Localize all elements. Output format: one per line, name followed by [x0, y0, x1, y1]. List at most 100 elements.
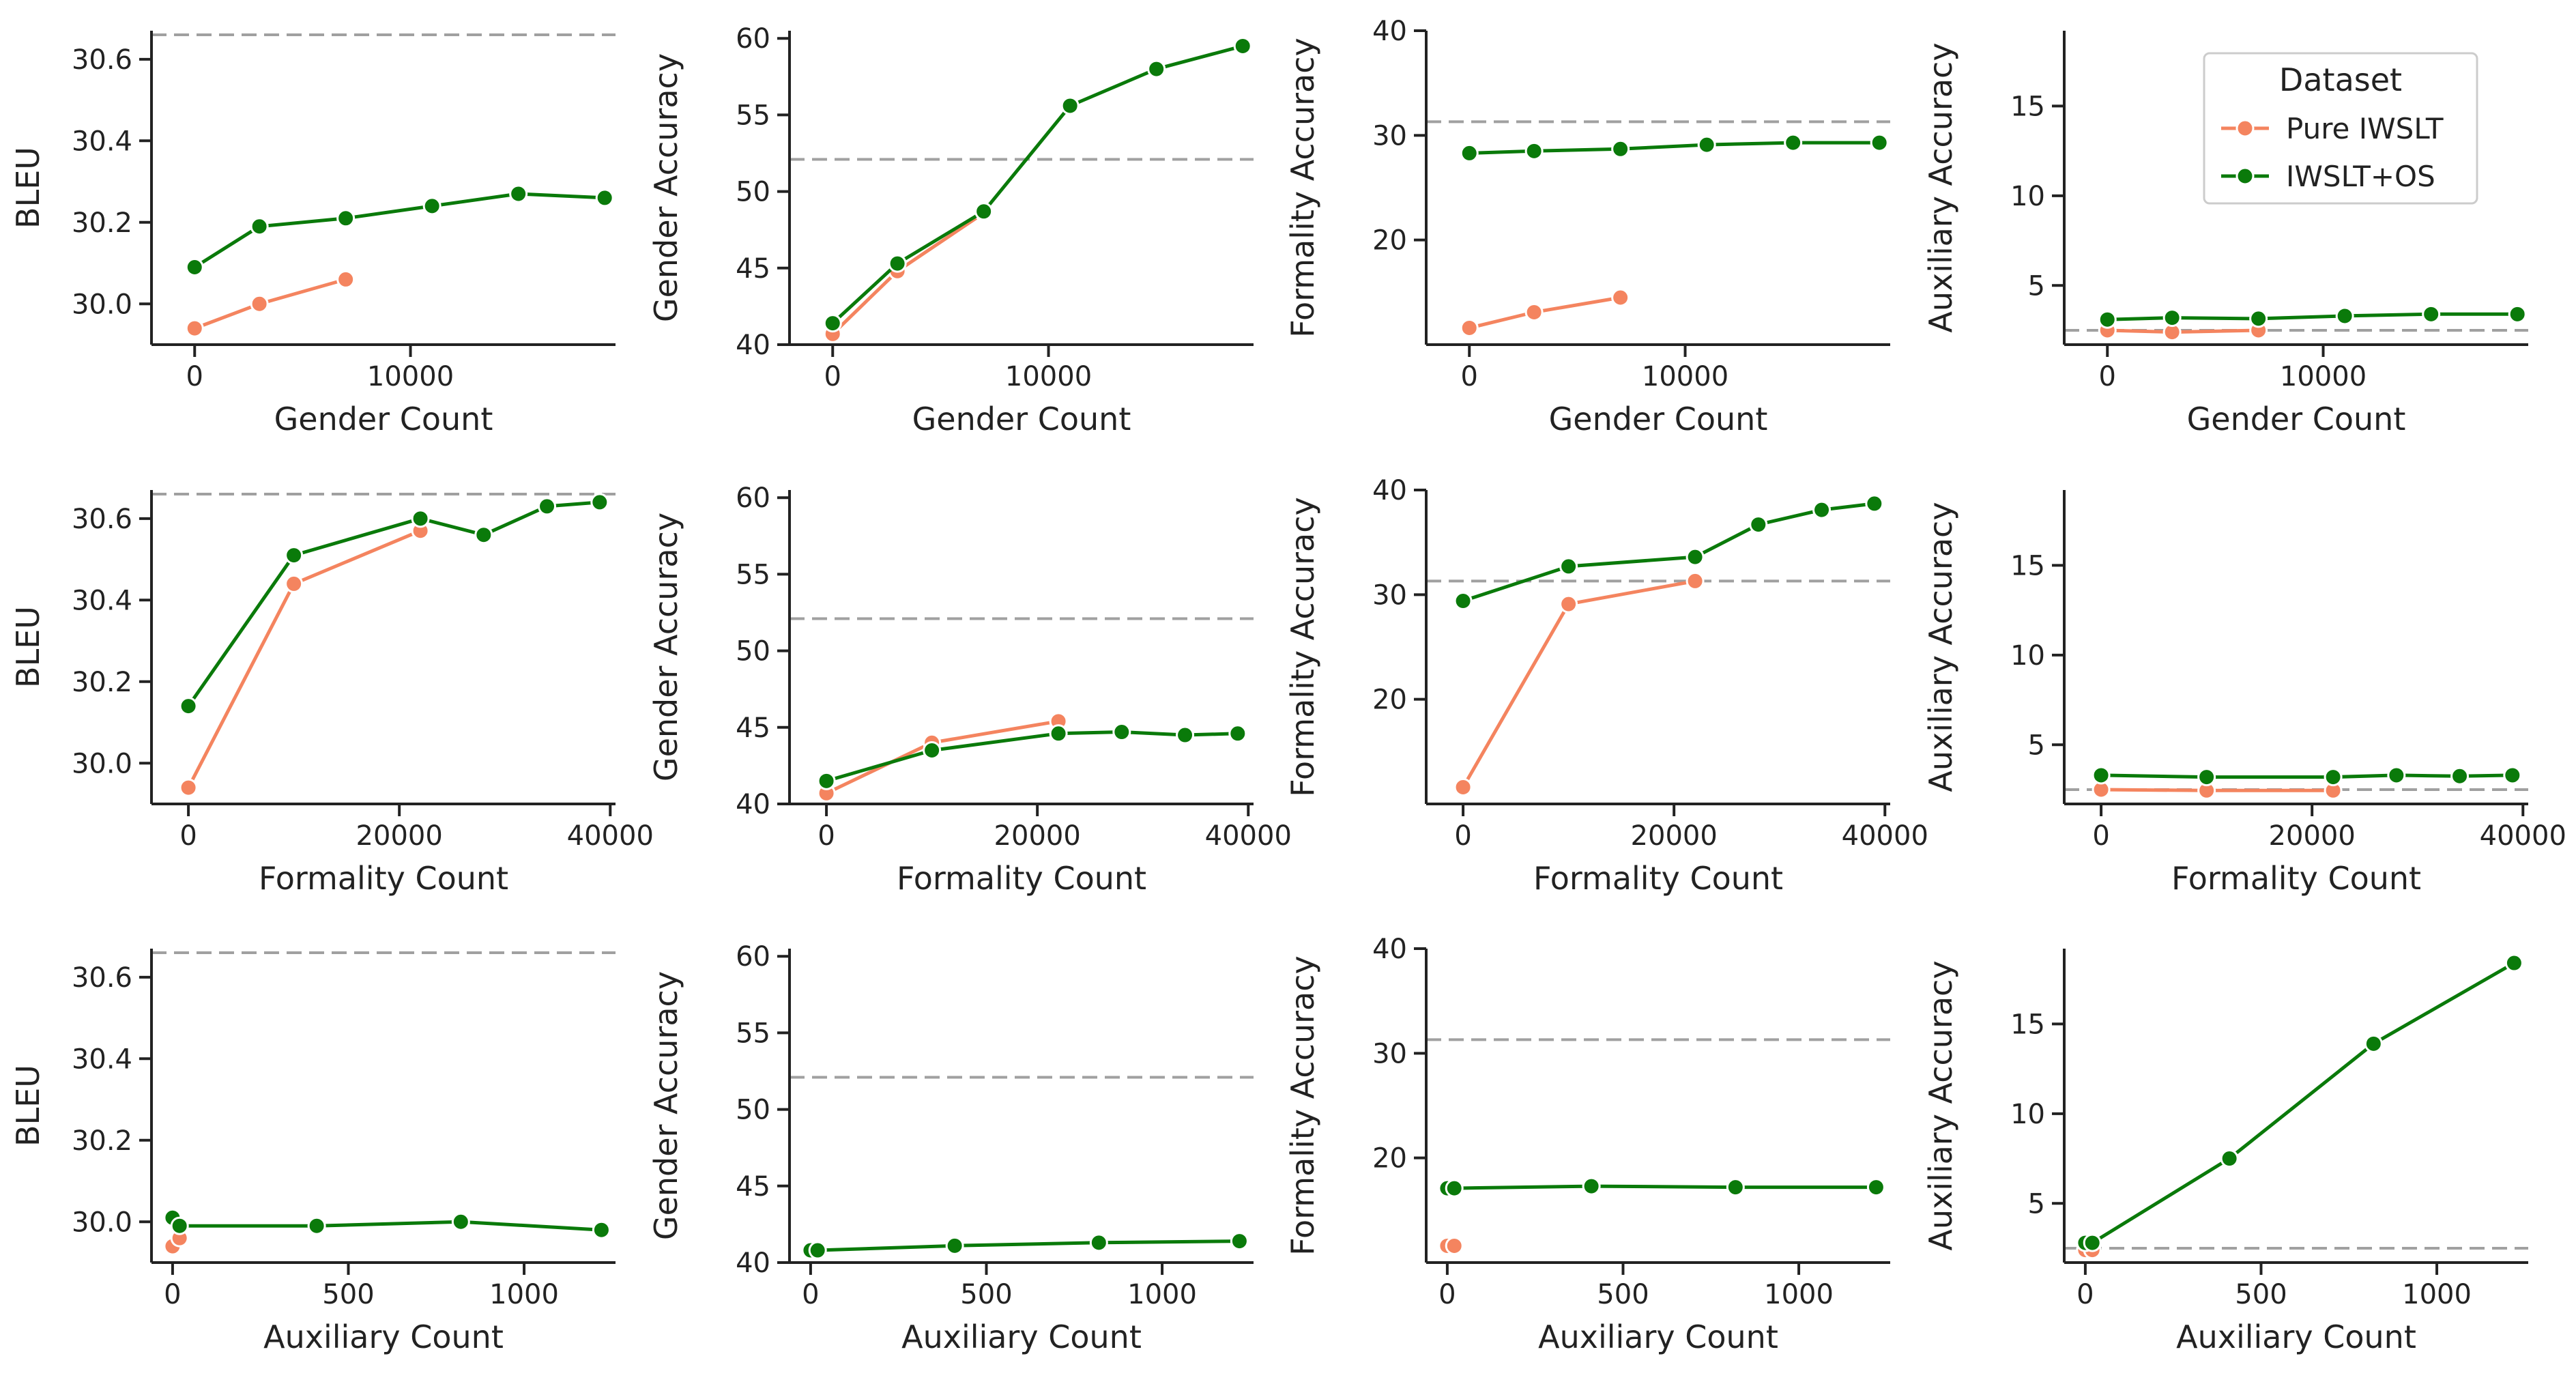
- panel-r0-c2: 0 10000 20 30 40 Gender Count Formality Accura…: [1284, 16, 1890, 437]
- y-tick-label: 30.4: [72, 585, 132, 616]
- y-tick-label: 20: [1372, 225, 1407, 257]
- data-point-iwslt-os: [2197, 768, 2216, 787]
- data-point-iwslt-os: [1749, 515, 1768, 534]
- data-point-iwslt-os: [1176, 725, 1195, 745]
- data-point-iwslt-os: [1445, 1179, 1464, 1198]
- y-axis-label: Auxiliary Accuracy: [1922, 502, 1959, 792]
- x-tick-label: 20000: [994, 820, 1081, 852]
- series-line-iwslt-os: [831, 44, 1243, 325]
- y-tick-label: 40: [736, 789, 770, 820]
- data-point-iwslt-os: [2364, 1034, 2383, 1053]
- y-tick-label: 10: [2010, 640, 2045, 672]
- x-tick-label: 500: [2235, 1279, 2287, 1310]
- series-line-iwslt-os: [193, 192, 605, 269]
- data-point-pure-iwslt: [185, 319, 204, 338]
- y-axis-label: Formality Accuracy: [1284, 955, 1321, 1256]
- data-point-iwslt-os: [2162, 308, 2182, 328]
- data-point-iwslt-os: [974, 202, 994, 221]
- x-tick-label: 10000: [367, 361, 454, 392]
- y-tick-label: 30.2: [72, 667, 132, 698]
- x-tick-label: 40000: [1205, 820, 1292, 852]
- x-axis-label: Auxiliary Count: [1538, 1319, 1778, 1355]
- y-tick-label: 45: [736, 1171, 770, 1203]
- y-tick-label: 10: [2010, 181, 2045, 212]
- y-axis-label: Gender Accuracy: [648, 53, 684, 322]
- x-axis-label: Auxiliary Count: [901, 1319, 1142, 1355]
- data-point-iwslt-os: [595, 188, 614, 207]
- x-tick-label: 0: [179, 820, 197, 852]
- data-point-iwslt-os: [1230, 1232, 1249, 1251]
- y-tick-label: 15: [2010, 91, 2045, 122]
- x-axis-label: Auxiliary Count: [2176, 1319, 2416, 1355]
- series-line-iwslt-os: [1469, 141, 1880, 155]
- y-tick-label: 30.6: [72, 962, 132, 994]
- x-axis-label: Gender Count: [274, 401, 493, 437]
- y-tick-label: 30.4: [72, 1043, 132, 1075]
- y-tick-label: 15: [2010, 1009, 2045, 1040]
- data-point-pure-iwslt: [179, 778, 198, 797]
- data-point-iwslt-os: [808, 1241, 827, 1260]
- y-tick-label: 30: [1372, 120, 1407, 152]
- legend: Dataset Pure IWSLT IWSLT+OS: [2203, 52, 2478, 205]
- data-point-iwslt-os: [1865, 494, 1884, 513]
- legend-swatch-marker: [2235, 119, 2255, 138]
- x-axis-label: Formality Count: [2171, 860, 2421, 897]
- x-tick-label: 500: [1597, 1279, 1649, 1310]
- y-tick-label: 45: [736, 253, 770, 285]
- x-tick-label: 0: [186, 361, 203, 392]
- panel-r2-c3: 0 500 1000 5 10 15 Auxiliary Count Auxiliary Ac…: [1922, 949, 2528, 1355]
- panel-r1-c1: 0 20000 40000 40 45 50 55 60 Formality Count Gend…: [648, 483, 1292, 897]
- data-point-iwslt-os: [1060, 96, 1080, 115]
- legend-entry-label: Pure IWSLT: [2286, 112, 2444, 145]
- data-point-iwslt-os: [2387, 766, 2406, 785]
- legend-box: [2203, 52, 2478, 205]
- y-tick-label: 50: [736, 636, 770, 667]
- data-point-iwslt-os: [422, 197, 442, 216]
- data-point-iwslt-os: [1784, 133, 1803, 152]
- x-axis-label: Formality Count: [1533, 860, 1783, 897]
- x-axis-label: Gender Count: [912, 401, 1131, 437]
- x-tick-label: 0: [802, 1279, 819, 1310]
- x-tick-label: 20000: [1631, 820, 1718, 852]
- x-tick-label: 500: [960, 1279, 1012, 1310]
- data-point-iwslt-os: [185, 257, 204, 276]
- data-point-pure-iwslt: [1453, 777, 1473, 796]
- panel-r0-c0: 0 10000 30.0 30.2 30.4 30.6 Gender Count BLEU: [10, 31, 616, 437]
- data-point-pure-iwslt: [336, 270, 356, 289]
- data-point-iwslt-os: [1089, 1233, 1108, 1252]
- y-tick-label: 40: [1372, 16, 1407, 47]
- x-tick-label: 10000: [2280, 361, 2367, 392]
- x-axis-label: Formality Count: [897, 860, 1146, 897]
- panel-r0-c1: 0 10000 40 45 50 55 60 Gender Count Gender Accur…: [648, 23, 1254, 437]
- x-tick-label: 500: [322, 1279, 374, 1310]
- data-point-iwslt-os: [2504, 953, 2523, 973]
- panel-r1-c3: 0 20000 40000 5 10 15 Formality Count Auxiliary…: [1922, 490, 2566, 897]
- series-line-iwslt-os: [1447, 1184, 1877, 1190]
- data-point-iwslt-os: [451, 1212, 470, 1231]
- data-point-iwslt-os: [2503, 766, 2522, 785]
- y-tick-label: 50: [736, 177, 770, 208]
- y-tick-label: 5: [2028, 730, 2045, 761]
- data-point-pure-iwslt: [1524, 302, 1544, 321]
- x-tick-label: 20000: [2269, 820, 2356, 852]
- panel-r0-c3: 0 10000 5 10 15 Gender Count Auxiliary Accurac…: [1922, 31, 2528, 437]
- x-tick-label: 0: [2092, 820, 2109, 852]
- y-tick-label: 20: [1372, 1143, 1407, 1175]
- x-tick-label: 0: [1461, 361, 1478, 392]
- legend-entry-label: IWSLT+OS: [2286, 160, 2435, 193]
- y-tick-label: 5: [2028, 270, 2045, 302]
- data-point-iwslt-os: [1112, 723, 1131, 742]
- data-point-iwslt-os: [1524, 141, 1544, 160]
- y-tick-label: 45: [736, 712, 770, 744]
- y-tick-label: 30.0: [72, 748, 132, 779]
- x-tick-label: 0: [1438, 1279, 1456, 1310]
- data-point-pure-iwslt: [1445, 1236, 1464, 1255]
- x-axis-label: Gender Count: [1549, 401, 1768, 437]
- data-point-iwslt-os: [509, 184, 528, 203]
- y-axis-label: BLEU: [10, 606, 46, 688]
- x-tick-label: 40000: [1842, 820, 1928, 852]
- y-tick-label: 60: [736, 23, 770, 55]
- panel-r2-c2: 0 500 1000 20 30 40 Auxiliary Count Formality A…: [1284, 934, 1890, 1355]
- x-tick-label: 0: [824, 361, 841, 392]
